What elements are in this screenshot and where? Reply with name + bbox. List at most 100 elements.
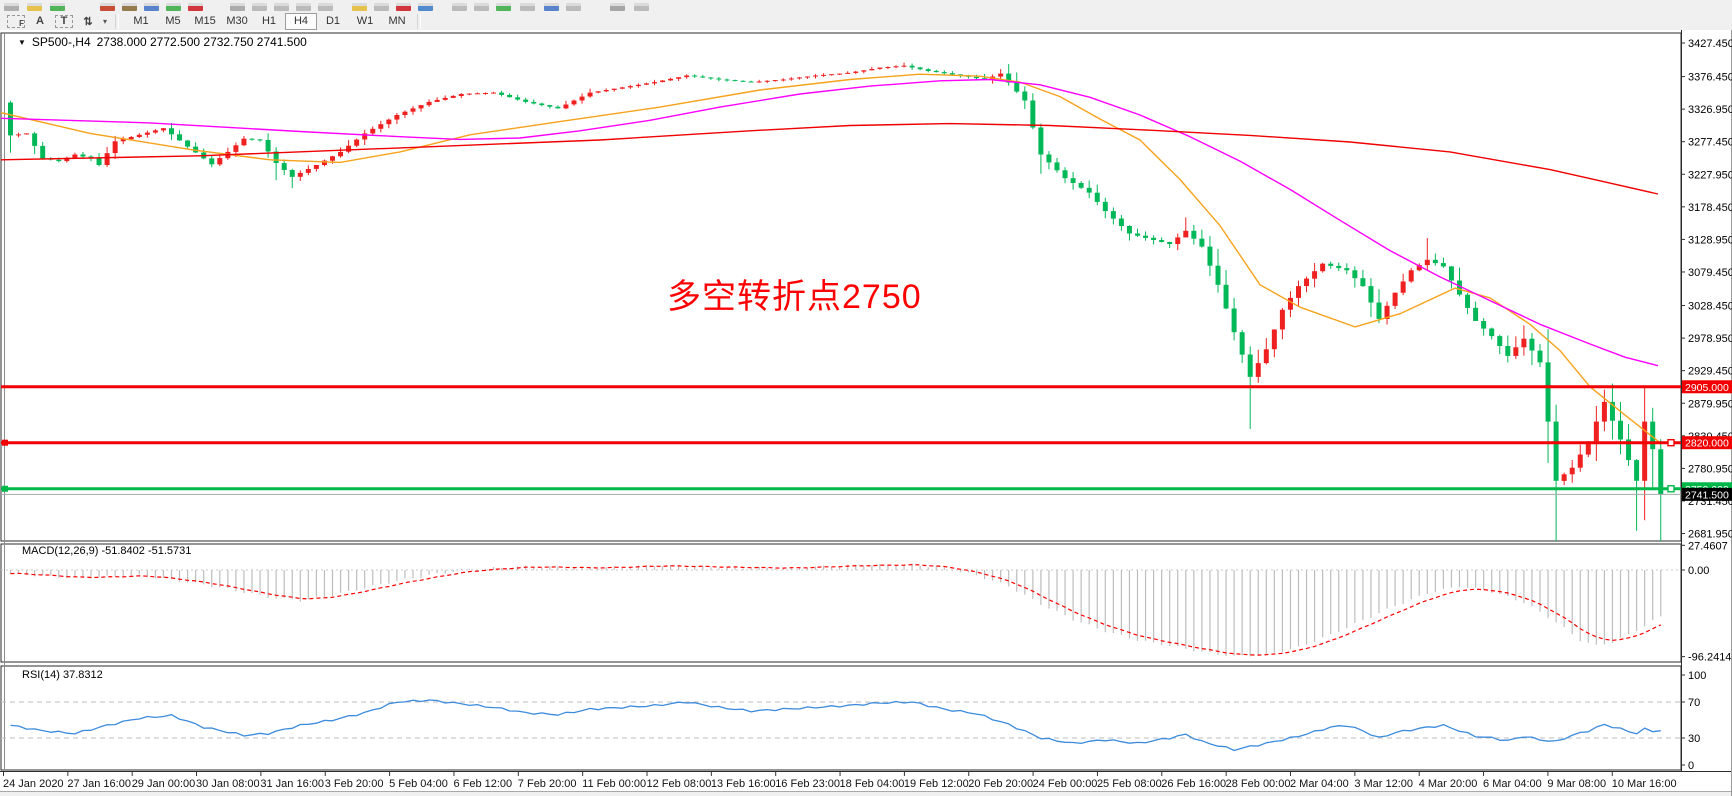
toolbar-icon-fragment[interactable] (27, 3, 42, 11)
timeframe-button-W1[interactable]: W1 (356, 15, 374, 27)
toolbar-icon-fragment[interactable] (144, 3, 159, 11)
svg-text:27.4607: 27.4607 (1688, 540, 1728, 552)
svg-text:3376.450: 3376.450 (1688, 72, 1732, 84)
svg-text:3277.450: 3277.450 (1688, 137, 1732, 149)
svg-text:2 Mar 04:00: 2 Mar 04:00 (1290, 778, 1349, 790)
svg-text:13 Feb 16:00: 13 Feb 16:00 (711, 778, 776, 790)
price-axis[interactable] (1682, 30, 1732, 770)
svg-text:-96.2414: -96.2414 (1688, 652, 1731, 664)
toolbar-separator (115, 13, 120, 29)
label-tool-icon[interactable]: T (54, 14, 74, 29)
toolbar-icon-fragment[interactable] (188, 3, 203, 11)
svg-text:30: 30 (1688, 733, 1700, 745)
chart-text-annotation[interactable]: 多空转折点2750 (667, 278, 922, 316)
svg-text:18 Feb 04:00: 18 Feb 04:00 (840, 778, 905, 790)
toolbar-icon-fragment[interactable] (296, 3, 311, 11)
svg-text:3178.450: 3178.450 (1688, 202, 1732, 214)
timeframe-button-H1[interactable]: H1 (261, 15, 277, 27)
toolbar-icon-fragment[interactable] (318, 3, 333, 11)
rsi-indicator-label: RSI(14) 37.8312 (22, 669, 103, 681)
collapse-arrow-icon[interactable]: ▼ (18, 37, 26, 47)
svg-text:16 Feb 23:00: 16 Feb 23:00 (775, 778, 840, 790)
svg-text:11 Feb 00:00: 11 Feb 00:00 (582, 778, 646, 790)
dashed-box-decoration (55, 14, 73, 28)
toolbar: F A T ⇅ ▾ M1 M5 M15 M30 H1 H4 D1 W1 MN (0, 12, 1732, 30)
svg-text:2929.450: 2929.450 (1688, 366, 1732, 378)
svg-text:3128.950: 3128.950 (1688, 234, 1732, 246)
toolbar-icon-fragment[interactable] (50, 3, 65, 11)
svg-text:3 Mar 12:00: 3 Mar 12:00 (1354, 778, 1413, 790)
toolbar-icon-fragment[interactable] (274, 3, 289, 11)
svg-text:2905.000: 2905.000 (1685, 382, 1729, 394)
chevron-down-icon[interactable]: ▾ (103, 16, 108, 26)
svg-text:2820.000: 2820.000 (1685, 438, 1729, 450)
toolbar-icon-fragment[interactable] (634, 3, 649, 11)
chart-title: ▼ SP500-,H4 2738.000 2772.500 2732.750 2… (18, 35, 307, 49)
text-tool-glyph: A (36, 15, 44, 27)
fibonacci-tool-icon[interactable]: F (6, 14, 26, 29)
chart-ohlc-values: 2738.000 2772.500 2732.750 2741.500 (96, 35, 307, 49)
toolbar-icon-fragment[interactable] (520, 3, 535, 11)
svg-text:30 Jan 08:00: 30 Jan 08:00 (196, 778, 260, 790)
svg-text:12 Feb 08:00: 12 Feb 08:00 (647, 778, 712, 790)
toolbar-icon-fragment[interactable] (4, 3, 19, 11)
svg-text:3326.950: 3326.950 (1688, 104, 1732, 116)
svg-text:3427.450: 3427.450 (1688, 38, 1732, 50)
svg-text:6 Mar 04:00: 6 Mar 04:00 (1483, 778, 1542, 790)
time-axis[interactable] (0, 771, 1680, 793)
svg-text:0: 0 (1688, 760, 1694, 772)
timeframe-button-M1[interactable]: M1 (133, 15, 149, 27)
dashed-box-decoration (7, 14, 25, 28)
svg-text:7 Feb 20:00: 7 Feb 20:00 (518, 778, 577, 790)
svg-text:24 Jan 2020: 24 Jan 2020 (3, 778, 64, 790)
timeframe-button-M15[interactable]: M15 (194, 15, 216, 27)
toolbar-icon-fragment[interactable] (418, 3, 433, 11)
svg-text:25 Feb 08:00: 25 Feb 08:00 (1097, 778, 1162, 790)
svg-text:10 Mar 16:00: 10 Mar 16:00 (1612, 778, 1677, 790)
svg-text:6 Feb 12:00: 6 Feb 12:00 (453, 778, 512, 790)
toolbar-icon-fragment[interactable] (166, 3, 181, 11)
timeframe-button-M30[interactable]: M30 (226, 15, 248, 27)
chart-symbol-period: SP500-,H4 (31, 35, 91, 49)
toolbar-icon-fragment[interactable] (566, 3, 581, 11)
toolbar-icon-fragment[interactable] (396, 3, 411, 11)
chart-canvas[interactable]: 3427.450 3376.450 3326.950 3277.450 3227.950… (0, 30, 1732, 796)
svg-text:24 Feb 00:00: 24 Feb 00:00 (1033, 778, 1098, 790)
svg-text:31 Jan 16:00: 31 Jan 16:00 (260, 778, 324, 790)
timeframe-button-group: M1 M5 M15 M30 H1 H4 D1 W1 MN (125, 12, 413, 30)
svg-text:3227.950: 3227.950 (1688, 169, 1732, 181)
svg-text:28 Feb 00:00: 28 Feb 00:00 (1226, 778, 1291, 790)
toolbar-icon-fragment[interactable] (452, 3, 467, 11)
arrows-tool-icon[interactable]: ⇅ (78, 14, 98, 29)
svg-text:9 Mar 08:00: 9 Mar 08:00 (1547, 778, 1606, 790)
fibonacci-tool-glyph: F (19, 18, 24, 28)
toolbar-icon-fragment[interactable] (496, 3, 511, 11)
arrows-tool-glyph: ⇅ (83, 15, 93, 28)
toolbar-icon-fragment[interactable] (374, 3, 389, 11)
timeframe-button-M5[interactable]: M5 (165, 15, 181, 27)
toolbar-icon-fragment[interactable] (474, 3, 489, 11)
chart-window: 3427.450 3376.450 3326.950 3277.450 3227.950… (0, 30, 1732, 796)
timeframe-button-D1[interactable]: D1 (325, 15, 341, 27)
text-tool-icon[interactable]: A (30, 14, 50, 29)
svg-text:4 Mar 20:00: 4 Mar 20:00 (1419, 778, 1478, 790)
toolbar-icon-fragment[interactable] (230, 3, 245, 11)
svg-text:70: 70 (1688, 697, 1700, 709)
toolbar-icon-fragment[interactable] (610, 3, 625, 11)
svg-text:20 Feb 20:00: 20 Feb 20:00 (968, 778, 1033, 790)
svg-text:3079.450: 3079.450 (1688, 267, 1732, 279)
svg-text:2780.950: 2780.950 (1688, 463, 1732, 475)
toolbar-icon-fragment[interactable] (544, 3, 559, 11)
svg-text:2741.500: 2741.500 (1685, 489, 1729, 501)
svg-text:0.00: 0.00 (1688, 565, 1709, 577)
toolbar-icon-fragment[interactable] (100, 3, 115, 11)
toolbar-icon-fragment[interactable] (252, 3, 267, 11)
svg-text:2681.950: 2681.950 (1688, 529, 1732, 541)
svg-text:19 Feb 12:00: 19 Feb 12:00 (904, 778, 969, 790)
svg-text:100: 100 (1688, 670, 1706, 682)
toolbar-icon-fragment[interactable] (352, 3, 367, 11)
svg-text:29 Jan 00:00: 29 Jan 00:00 (132, 778, 196, 790)
timeframe-button-H4[interactable]: H4 (285, 12, 318, 30)
toolbar-icon-fragment[interactable] (122, 3, 137, 11)
timeframe-button-MN[interactable]: MN (388, 15, 406, 27)
